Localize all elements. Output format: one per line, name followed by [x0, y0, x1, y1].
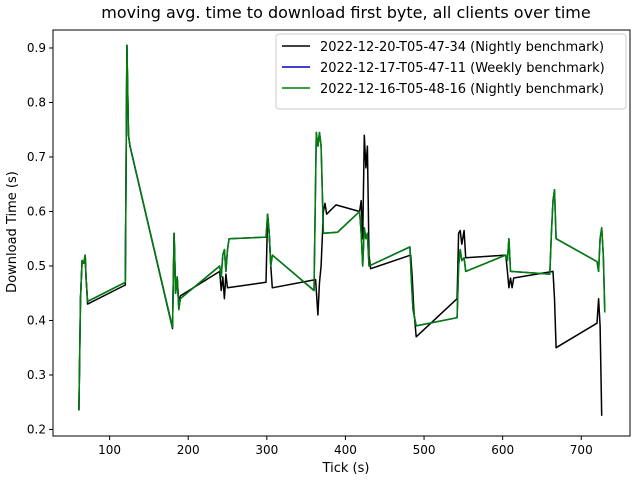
legend-label-2: 2022-12-17-T05-47-11 (Weekly benchmark)	[320, 61, 605, 76]
plot-frame	[52, 29, 631, 437]
y-tick-label: 0.8	[27, 95, 46, 109]
chart-title: moving avg. time to download first byte,…	[101, 3, 590, 22]
x-axis-label: Tick (s)	[322, 461, 370, 476]
legend: 2022-12-20-T05-47-34 (Nightly benchmark)…	[275, 33, 627, 110]
legend-label-1: 2022-12-20-T05-47-34 (Nightly benchmark)	[320, 40, 604, 55]
legend-label-3: 2022-12-16-T05-48-16 (Nightly benchmark)	[320, 82, 604, 97]
series-line-1	[78, 44, 603, 416]
y-tick-label: 0.7	[27, 150, 46, 164]
y-axis-label: Download Time (s)	[5, 171, 20, 293]
y-tick-label: 0.9	[27, 41, 46, 55]
x-tick-label: 200	[177, 443, 200, 457]
y-tick-label: 0.3	[27, 368, 46, 382]
axes: 100 200 300 400 500 600 700 0.2 0.3 0.4 0.5 0.6 0.7 0…	[27, 29, 631, 457]
legend-box	[275, 33, 627, 110]
x-tick-label: 500	[413, 443, 436, 457]
x-tick-label: 600	[491, 443, 514, 457]
y-tick-label: 0.6	[27, 204, 46, 218]
y-tick-label: 0.4	[27, 313, 46, 327]
x-tick-label: 700	[570, 443, 593, 457]
y-tick-label: 0.2	[27, 422, 46, 436]
x-tick-label: 100	[98, 443, 121, 457]
y-tick-label: 0.5	[27, 259, 46, 273]
series-line-3	[78, 44, 606, 411]
plot-area	[78, 44, 606, 416]
x-tick-label: 300	[255, 443, 278, 457]
x-tick-label: 400	[334, 443, 357, 457]
